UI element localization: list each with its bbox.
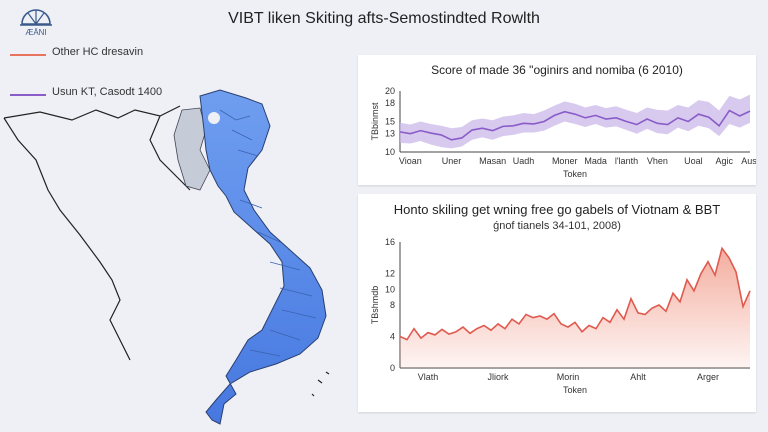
x-tick-label: Uoal (684, 156, 703, 166)
x-tick-label: Agic (716, 156, 734, 166)
x-axis-label: Token (563, 385, 587, 395)
area-chart: 0 4 8 10 12 16 Vlath Jliork Morin Ahlt Arger Token T… (370, 237, 751, 395)
series-line (399, 246, 751, 341)
y-tick-label: 10 (385, 147, 395, 157)
x-tick-label: Vhen (647, 156, 668, 166)
x-tick-label: Mada (584, 156, 607, 166)
dome-icon (21, 9, 51, 25)
y-tick-label: 12 (385, 269, 395, 279)
y-tick-label: 0 (390, 363, 395, 373)
series-line (399, 109, 751, 141)
x-tick-label: Morin (557, 372, 580, 382)
x-tick-label: Moner (552, 156, 578, 166)
page-title: VIBT liken Skiting afts-Semostindted Row… (228, 10, 540, 27)
legend-item: Usun KT, Casodt 1400 (6, 86, 196, 126)
vietnam-map (3, 89, 330, 425)
legend-label: Other HC dresavin (52, 46, 144, 58)
x-tick-label: Arger (697, 372, 719, 382)
logo: ÆÄNI (20, 9, 52, 37)
x-tick-label: Masan (479, 156, 506, 166)
x-tick-label: Vioan (399, 156, 422, 166)
legend: Other HC dresavin Usun KT, Casodt 1400 (6, 46, 196, 126)
y-tick-label: 20 (385, 86, 395, 96)
chart-subtitle: ǵnof tianels 34-101, 2008) (493, 220, 621, 232)
y-tick-label: 16 (385, 237, 395, 247)
y-tick-label: 18 (385, 98, 395, 108)
x-tick-label: Uner (442, 156, 462, 166)
y-tick-label: 4 (390, 332, 395, 342)
logo-text: ÆÄNI (25, 28, 46, 37)
x-tick-label: Ahlt (630, 372, 646, 382)
y-tick-label: 8 (390, 300, 395, 310)
confidence-band (400, 94, 750, 149)
y-axis-label: TBshmdb (370, 286, 380, 325)
x-axis-label: Token (563, 169, 587, 179)
x-tick-label: Uadh (513, 156, 535, 166)
chart-title: Honto skiling get wning free go gabels o… (393, 202, 721, 217)
legend-label: Usun KT, Casodt 1400 (52, 86, 163, 98)
y-axis-label: TBbinmst (370, 102, 380, 141)
chart-card-area: Honto skiling get wning free go gabels o… (358, 194, 756, 412)
y-tick-label: 10 (385, 284, 395, 294)
neighbor-border (3, 105, 191, 361)
legend-line-orange (10, 54, 46, 56)
x-tick-label: l'lanth (615, 156, 638, 166)
province-borders (219, 109, 317, 357)
line-chart: 10 13 15 18 20 Vioan Uner Masan Uadh Moner Mada l'l… (370, 86, 756, 179)
legend-item: Other HC dresavin (6, 46, 196, 86)
x-tick-label: Vlath (418, 372, 439, 382)
y-tick-label: 15 (385, 117, 395, 127)
islands (311, 371, 330, 397)
x-tick-label: Ausl (741, 156, 756, 166)
chart-title: Score of made 36 "oginirs and nomiba (6 … (431, 63, 683, 77)
y-tick-label: 13 (385, 129, 395, 139)
legend-line-purple (10, 94, 46, 96)
lake-icon (208, 112, 220, 124)
x-tick-label: Jliork (487, 372, 509, 382)
area-fill (400, 248, 750, 368)
chart-card-score: Score of made 36 "oginirs and nomiba (6 … (358, 55, 756, 185)
country-shape (199, 89, 327, 425)
